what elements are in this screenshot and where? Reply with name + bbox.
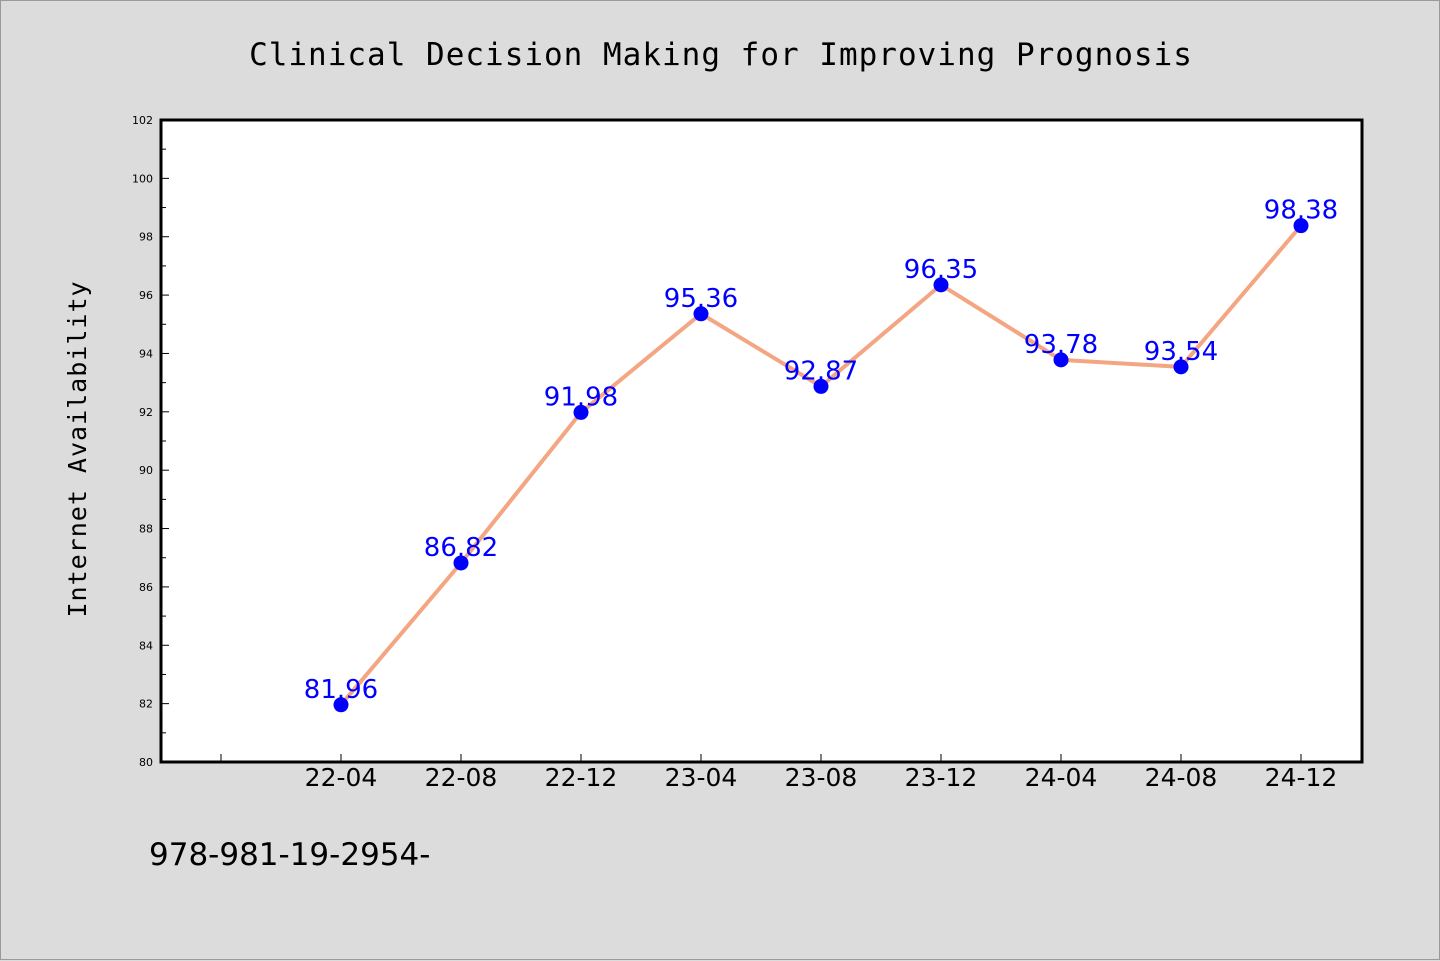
x-tick-label: 22-04 (305, 763, 378, 792)
plot-border (159, 118, 1364, 764)
data-point (333, 697, 349, 713)
x-tick-label: 23-12 (905, 763, 978, 792)
data-label: 91.98 (544, 382, 618, 412)
x-axis: 22-04 22-08 22-12 23-04 23-08 23-12 24-04 24-08… (220, 754, 1338, 792)
data-point (1293, 218, 1309, 234)
data-label: 86.82 (424, 533, 498, 563)
data-point (813, 378, 829, 394)
y-tick-label: 82 (139, 698, 153, 711)
y-tick-label: 80 (139, 756, 153, 769)
data-label: 81.96 (304, 675, 378, 705)
y-axis-label: Internet Availability (63, 280, 92, 617)
data-label: 93.78 (1024, 330, 1098, 360)
chart-title: Clinical Decision Making for Improving P… (249, 37, 1193, 73)
x-tick-label: 24-04 (1025, 763, 1098, 792)
data-label: 93.54 (1144, 337, 1218, 367)
y-tick-label: 88 (139, 523, 153, 536)
x-tick-label: 23-08 (785, 763, 858, 792)
series-layer (333, 218, 1309, 713)
y-tick-label: 100 (132, 172, 153, 185)
data-point (1053, 352, 1069, 368)
x-tick-label: 24-08 (1145, 763, 1218, 792)
data-label: 96.35 (904, 255, 978, 285)
footer-text: 978-981-19-2954- (149, 837, 430, 873)
y-tick-label: 84 (139, 639, 153, 652)
x-tick-label: 22-12 (545, 763, 618, 792)
x-tick-label: 22-08 (425, 763, 498, 792)
x-tick-label: 24-12 (1265, 763, 1338, 792)
data-label: 95.36 (664, 284, 738, 314)
data-point (573, 404, 589, 420)
y-tick-label: 98 (139, 231, 153, 244)
y-tick-label: 90 (139, 464, 153, 477)
plot-area (161, 120, 1362, 762)
data-point (693, 306, 709, 322)
data-labels: 81.96 86.82 91.98 95.36 92.87 96.35 93.78 93.54… (304, 196, 1338, 705)
y-axis: 80 82 84 86 88 90 92 94 96 98 100 102 (132, 114, 169, 769)
y-tick-label: 96 (139, 289, 153, 302)
y-tick-label: 94 (139, 347, 153, 360)
data-label: 92.87 (784, 356, 858, 386)
data-label: 98.38 (1264, 196, 1338, 226)
data-point (933, 277, 949, 293)
x-tick-label: 23-04 (665, 763, 738, 792)
y-tick-label: 92 (139, 406, 153, 419)
y-tick-label: 86 (139, 581, 153, 594)
data-point (1173, 359, 1189, 375)
y-tick-label: 102 (132, 114, 153, 127)
data-point (453, 555, 469, 571)
